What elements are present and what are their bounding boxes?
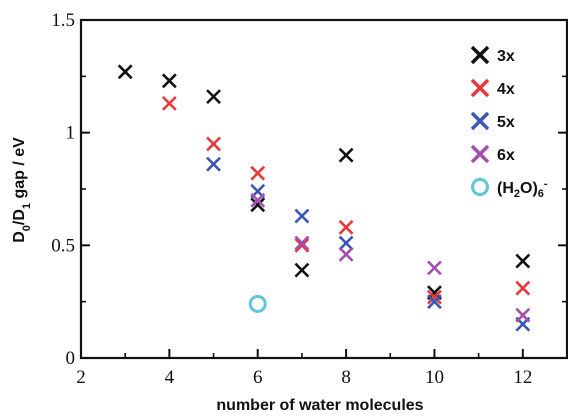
legend-label-4x: 4x <box>497 81 515 98</box>
plot-frame <box>79 18 568 360</box>
data-markers <box>117 64 531 332</box>
data-point-4x <box>427 289 442 305</box>
legend-label-h2o-6: (H2O)6- <box>497 178 548 200</box>
data-point-h2o-6 <box>248 294 267 313</box>
legend-label-3x: 3x <box>497 48 515 65</box>
data-point-4x <box>338 219 354 235</box>
y-axis-ticks: 0 0.5 1 1.5 <box>51 10 567 369</box>
y-tick-label: 0.5 <box>51 235 75 256</box>
data-point-3x <box>250 197 266 213</box>
legend-marker-h2o-6 <box>471 178 489 196</box>
data-point-6x <box>338 246 354 262</box>
data-point-5x <box>427 294 442 310</box>
legend: 3x 4x 5x 6x (H2O)6- <box>470 45 548 200</box>
data-point-4x <box>206 136 221 152</box>
data-point-3x <box>515 253 531 269</box>
legend-marker-3x <box>470 45 490 65</box>
data-point-6x <box>427 260 442 276</box>
data-point-4x <box>294 237 310 253</box>
data-point-6x <box>294 235 310 251</box>
data-point-4x <box>515 280 531 296</box>
y-tick-label: 0 <box>66 348 76 369</box>
legend-marker-6x <box>470 144 490 164</box>
legend-marker-4x <box>470 78 490 98</box>
x-axis-ticks: 2 4 6 8 10 12 <box>76 349 532 388</box>
data-point-3x <box>117 64 133 80</box>
legend-label-5x: 5x <box>497 114 515 131</box>
data-point-3x <box>206 89 221 105</box>
x-tick-label: 6 <box>253 367 263 388</box>
x-tick-label: 10 <box>425 367 444 388</box>
data-point-3x <box>338 147 354 163</box>
data-point-5x <box>294 208 310 224</box>
data-point-4x <box>250 165 266 181</box>
legend-marker-5x <box>470 111 490 131</box>
data-point-5x <box>206 156 221 172</box>
data-point-6x <box>250 192 266 208</box>
data-point-6x <box>515 307 531 323</box>
x-tick-label: 8 <box>341 367 351 388</box>
y-tick-label: 1.5 <box>51 10 75 31</box>
legend-label-6x: 6x <box>497 147 515 164</box>
y-axis-title: D0/D1 gap / eV <box>11 137 33 243</box>
x-axis-title: number of water molecules <box>216 397 423 414</box>
data-point-3x <box>161 73 177 89</box>
data-point-5x <box>338 235 354 251</box>
x-tick-label: 2 <box>76 367 86 388</box>
plot-border <box>79 18 568 360</box>
data-point-4x <box>161 95 177 111</box>
x-tick-label: 4 <box>165 367 175 388</box>
x-tick-label: 12 <box>513 367 532 388</box>
data-point-3x <box>294 262 310 278</box>
y-tick-label: 1 <box>66 123 76 144</box>
